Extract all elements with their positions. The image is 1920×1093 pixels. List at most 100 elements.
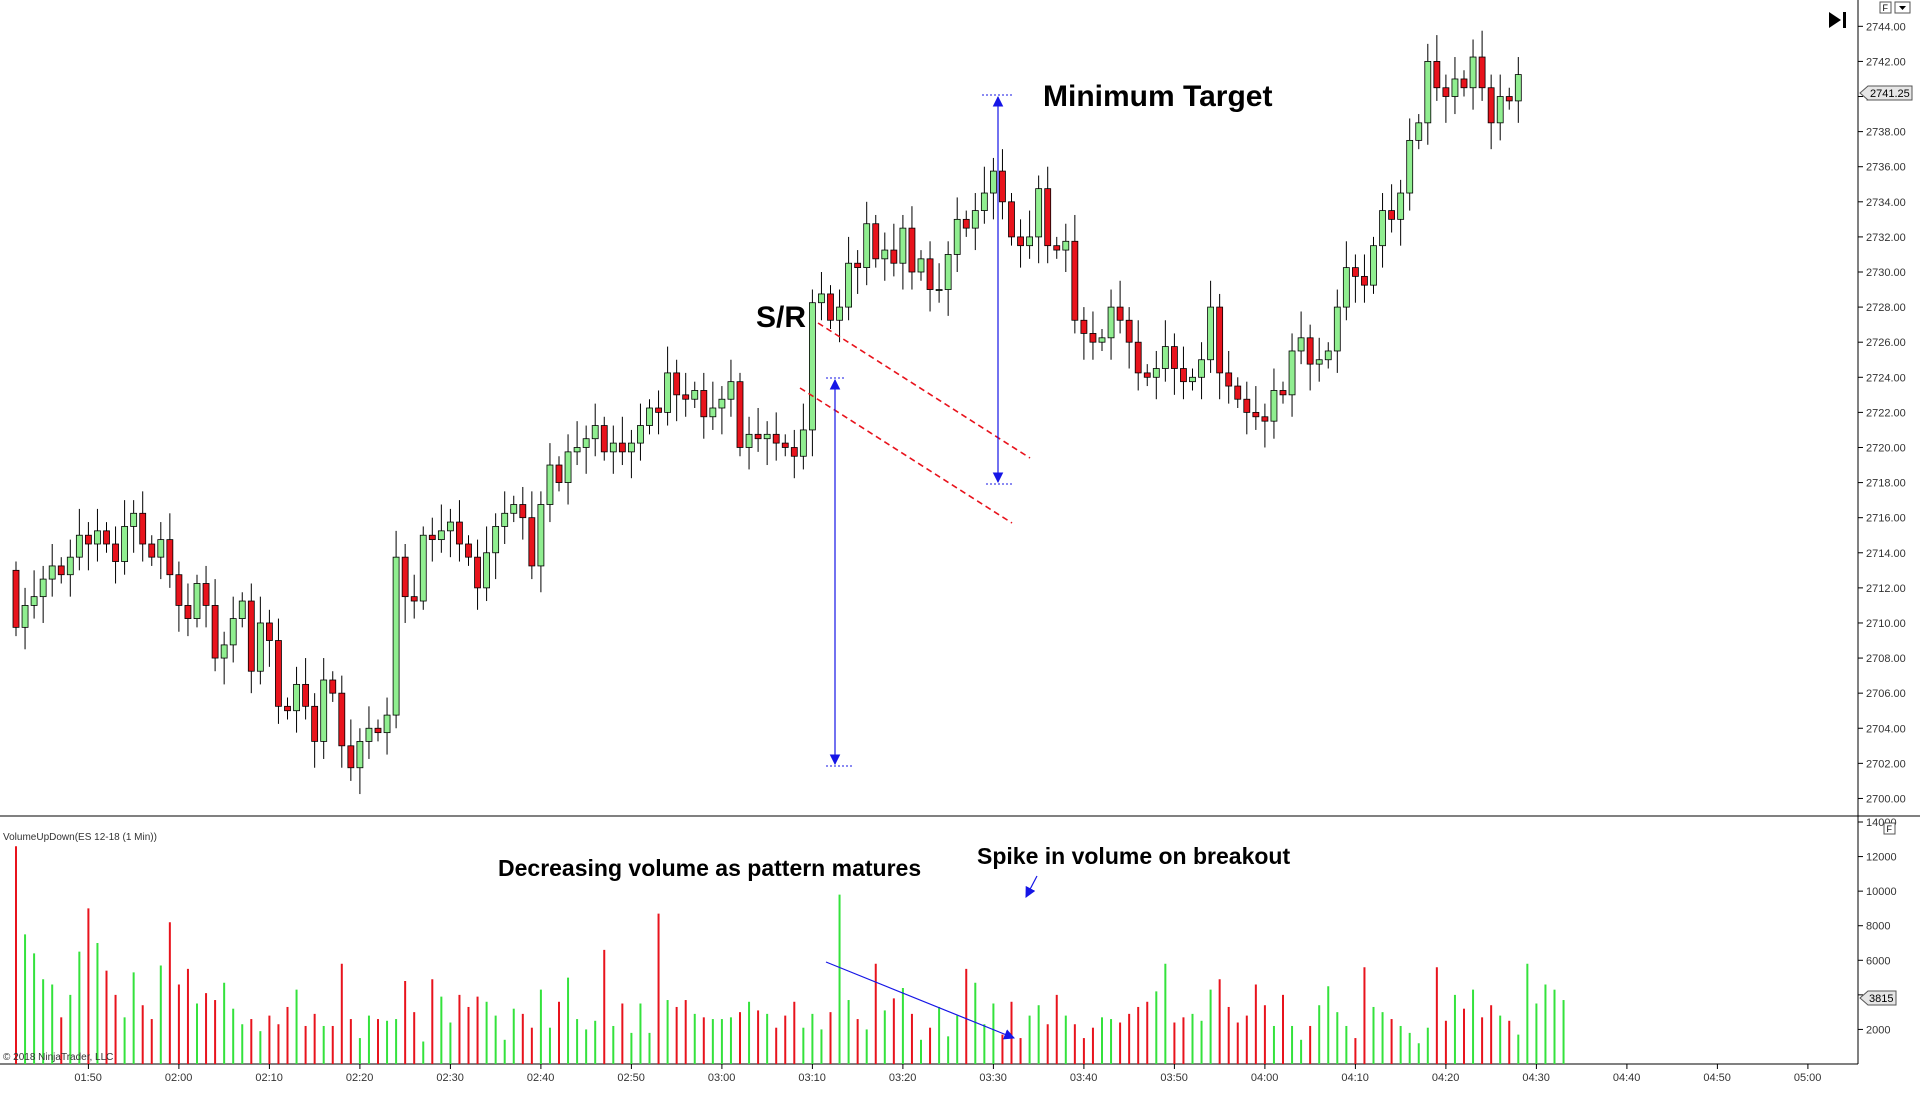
candle (682, 372, 690, 417)
candle-body (1306, 337, 1314, 365)
time-tick-label: 04:10 (1341, 1072, 1369, 1084)
candle (944, 241, 952, 316)
candle-body (727, 381, 735, 400)
candle-body (600, 425, 608, 453)
candle (763, 421, 771, 466)
candle (1035, 175, 1043, 264)
candle-body (229, 618, 237, 646)
candle-body (591, 425, 599, 440)
candle (1080, 307, 1088, 360)
candle (1107, 289, 1115, 360)
candle (1306, 324, 1314, 391)
candle (1288, 333, 1296, 417)
candle (1469, 39, 1477, 110)
candle-body (1044, 188, 1052, 247)
candle-body (799, 429, 807, 457)
candle (374, 719, 382, 742)
candle (1433, 35, 1441, 101)
price-tick-label: 2738.00 (1866, 127, 1906, 139)
candle-body (1243, 398, 1251, 413)
price-tick-label: 2724.00 (1866, 372, 1906, 384)
candle (537, 491, 545, 593)
candle-body (971, 210, 979, 229)
candle-body (718, 398, 726, 409)
volume-tick-label: 10000 (1866, 886, 1897, 898)
candle-body (148, 543, 156, 558)
candle (193, 574, 201, 628)
candle-body (827, 293, 834, 321)
candle (401, 544, 409, 623)
candle (890, 223, 898, 277)
candle (1125, 307, 1133, 369)
candle (926, 241, 934, 312)
candle (356, 728, 364, 795)
candle (483, 526, 491, 602)
menu-dropdown-icon[interactable] (1894, 1, 1911, 14)
price-tick-label: 2736.00 (1866, 162, 1906, 174)
candle-body (1026, 236, 1033, 247)
candle (673, 359, 681, 422)
time-tick-label: 02:40 (527, 1072, 555, 1084)
axis-frame (0, 0, 1920, 1065)
candle-body (1098, 337, 1106, 343)
candle-body (1261, 416, 1269, 422)
candle (1460, 70, 1468, 97)
candle-body (646, 407, 653, 426)
time-tick-label: 03:30 (979, 1072, 1007, 1084)
end-arrow-icon[interactable] (1829, 12, 1846, 28)
price-tick-label: 2742.00 (1866, 56, 1906, 68)
spike-volume-label: Spike in volume on breakout (977, 843, 1290, 869)
candle-body (1451, 78, 1459, 97)
last-price-tag: 2741.25 (1859, 85, 1913, 101)
candle (990, 157, 997, 220)
candle (1062, 223, 1070, 272)
candle (338, 675, 346, 768)
volume-spike-arrow (1025, 875, 1038, 898)
candle-body (944, 254, 952, 290)
candle (609, 425, 617, 474)
candle (1496, 74, 1504, 141)
candle (1225, 350, 1233, 404)
price-tick-label: 2700.00 (1866, 793, 1906, 805)
price-tick-label: 2712.00 (1866, 583, 1906, 595)
candle (600, 416, 608, 461)
candle-body (1008, 201, 1015, 238)
candle-body (220, 644, 228, 659)
panel-f-icon-volume[interactable]: F (1883, 822, 1896, 835)
volume-tick-label: 12000 (1866, 852, 1897, 864)
candle (700, 372, 708, 439)
candle-body (265, 622, 273, 641)
candle (818, 272, 825, 321)
candle (854, 250, 862, 294)
candle-body (1514, 74, 1522, 102)
candle-body (781, 442, 789, 448)
candle (1315, 337, 1323, 382)
candle (1333, 289, 1341, 373)
price-tick-label: 2710.00 (1866, 618, 1906, 630)
candle (962, 210, 970, 237)
candle-body (1478, 56, 1486, 89)
candle-body (12, 569, 20, 628)
panel-f-icon[interactable]: F (1879, 1, 1892, 14)
candle-body (908, 227, 916, 273)
candle-body (1297, 337, 1305, 352)
candle (211, 579, 219, 672)
candle-body (1505, 96, 1513, 102)
candle-body (863, 223, 871, 269)
price-tick-label: 2732.00 (1866, 232, 1906, 244)
candle (664, 346, 671, 426)
candle-body (664, 372, 671, 413)
candle-body (456, 521, 463, 545)
candle-body (1433, 61, 1441, 89)
candle (456, 500, 463, 562)
candle (148, 535, 156, 566)
candle (1053, 236, 1061, 259)
volume-trend-arrow (825, 961, 1016, 1040)
candle-body (1424, 61, 1432, 124)
candle (1361, 254, 1368, 303)
candle-body (736, 381, 744, 448)
time-tick-label: 03:10 (798, 1072, 826, 1084)
candle (745, 416, 753, 470)
